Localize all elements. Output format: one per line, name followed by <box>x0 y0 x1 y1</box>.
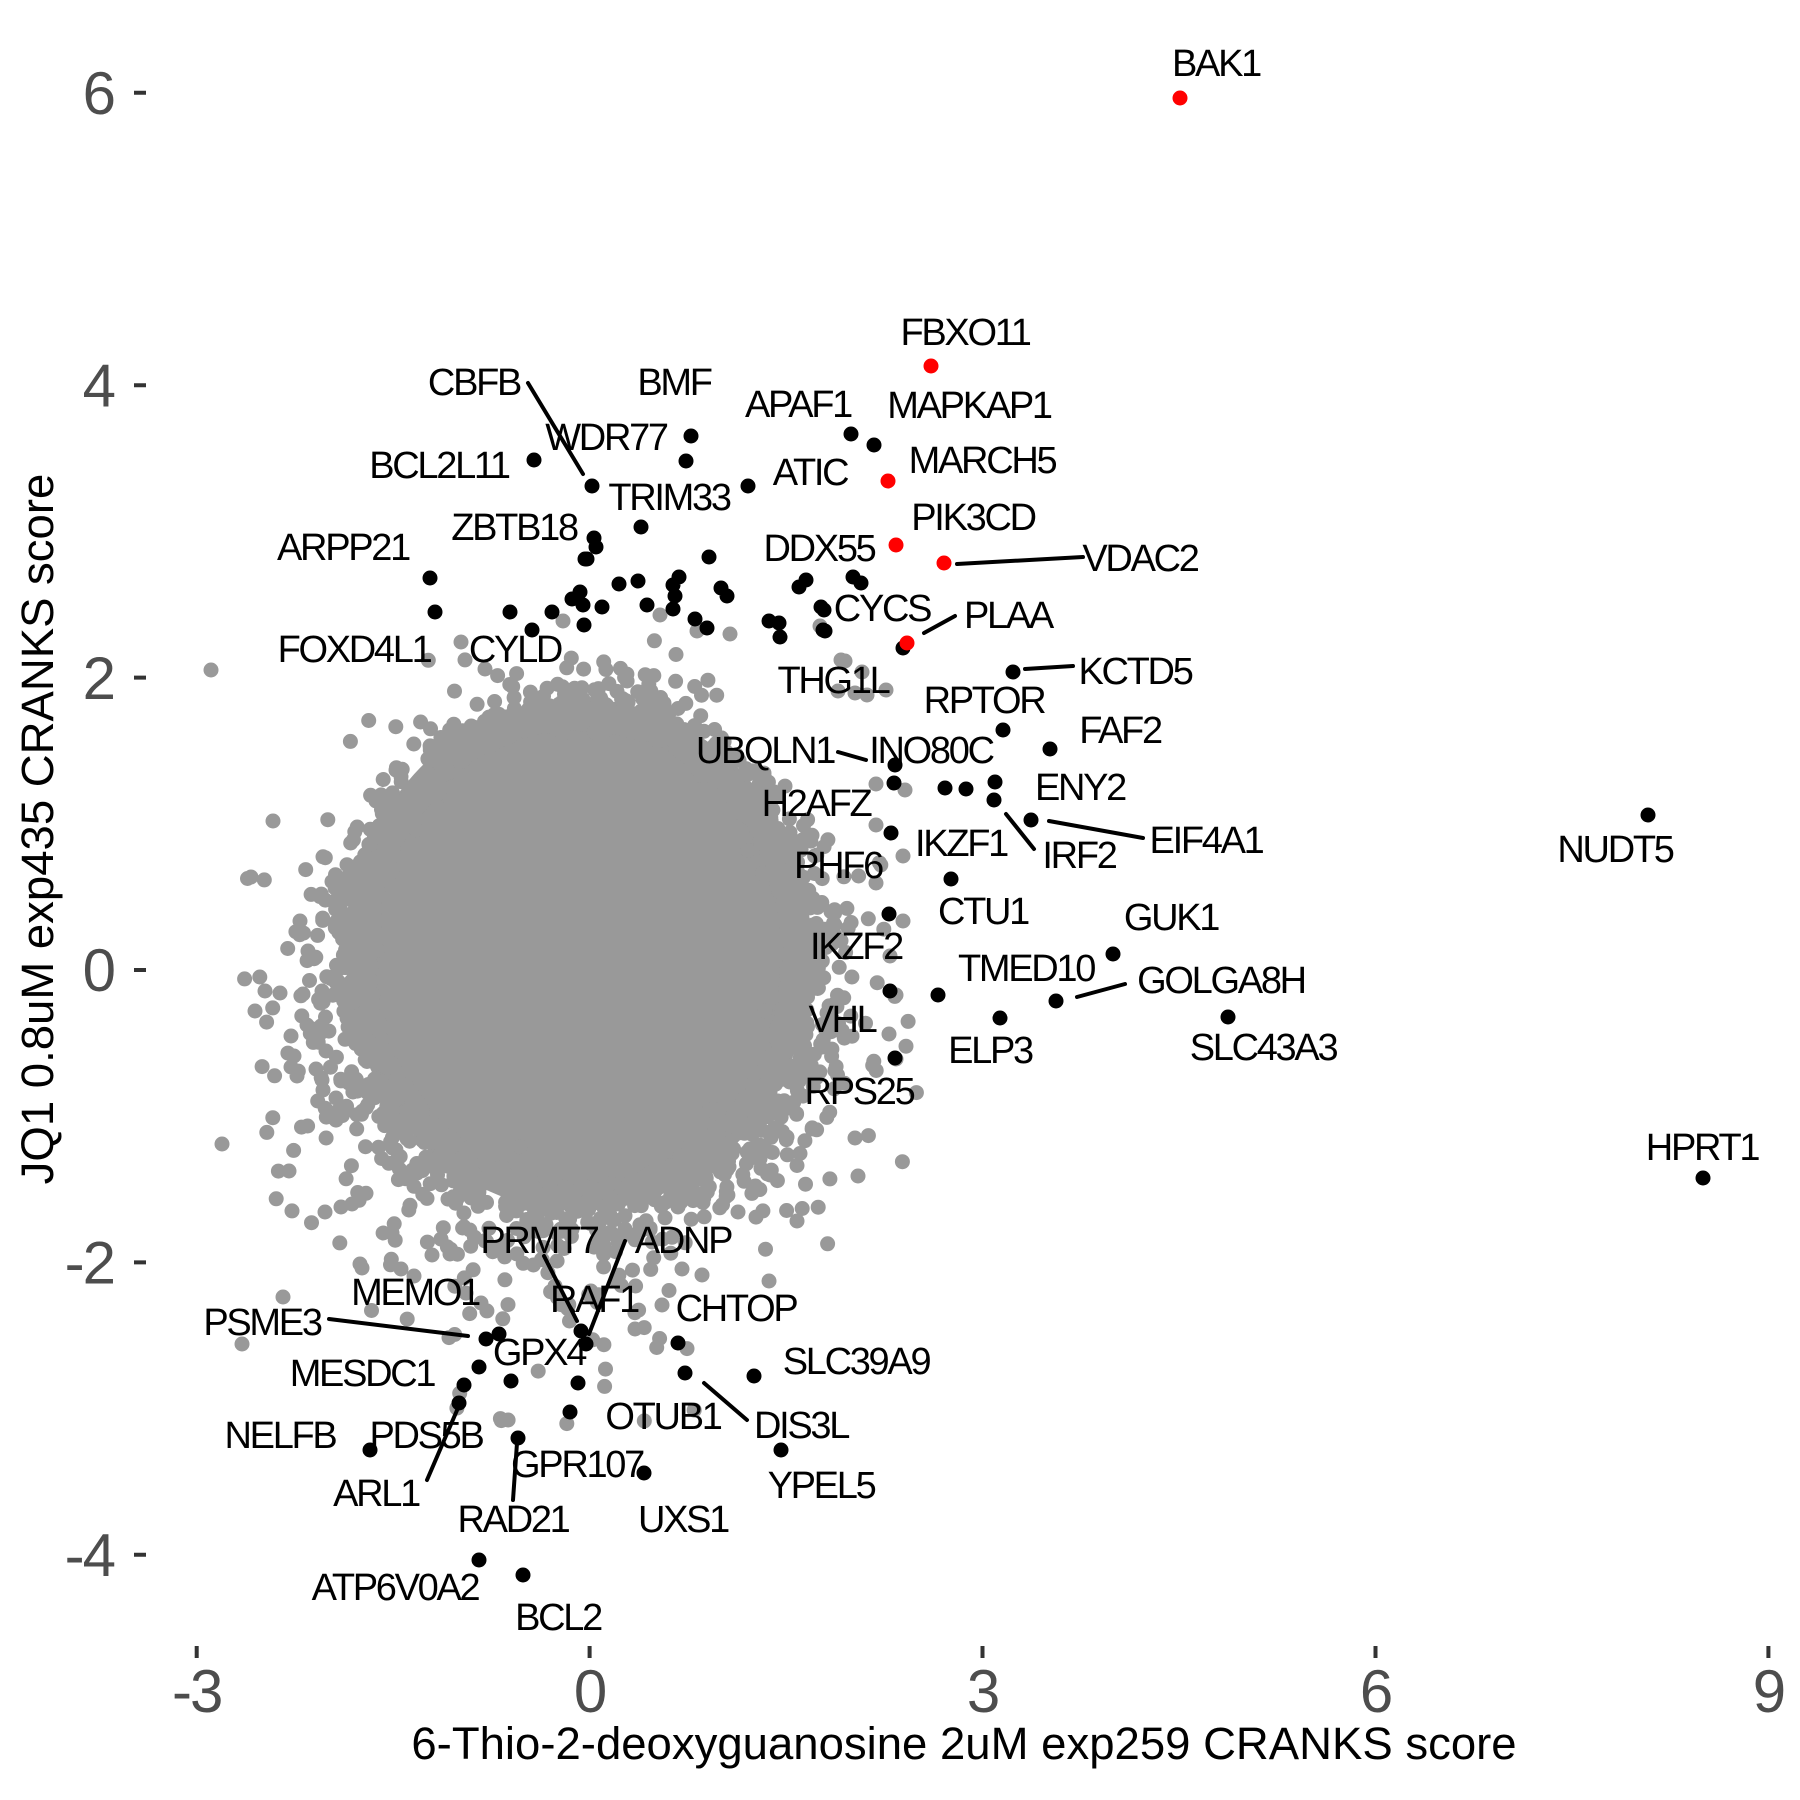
svg-text:0: 0 <box>83 937 115 1004</box>
svg-text:CYLD: CYLD <box>469 629 562 671</box>
svg-text:NUDT5: NUDT5 <box>1557 829 1673 871</box>
svg-text:-2: -2 <box>65 1230 114 1297</box>
svg-text:FBXO11: FBXO11 <box>900 312 1030 354</box>
svg-text:PLAA: PLAA <box>964 595 1055 637</box>
svg-text:CYCS: CYCS <box>834 588 931 630</box>
svg-text:UXS1: UXS1 <box>638 1499 729 1541</box>
svg-text:GPR107: GPR107 <box>511 1444 644 1486</box>
svg-text:IRF2: IRF2 <box>1042 835 1116 877</box>
svg-text:6-Thio-2-deoxyguanosine 2uM ex: 6-Thio-2-deoxyguanosine 2uM exp259 CRANK… <box>411 1718 1516 1769</box>
svg-text:3: 3 <box>967 1658 998 1725</box>
svg-text:ELP3: ELP3 <box>948 1030 1033 1072</box>
svg-text:MARCH5: MARCH5 <box>909 440 1057 482</box>
svg-text:PDS5B: PDS5B <box>369 1415 483 1457</box>
svg-text:FOXD4L1: FOXD4L1 <box>278 629 432 671</box>
svg-text:4: 4 <box>83 352 115 419</box>
svg-text:JQ1 0.8uM exp435 CRANKS score: JQ1 0.8uM exp435 CRANKS score <box>12 474 63 1185</box>
svg-text:TMED10: TMED10 <box>958 948 1095 990</box>
svg-text:VHL: VHL <box>808 999 876 1041</box>
svg-text:APAF1: APAF1 <box>745 384 852 426</box>
svg-text:PHF6: PHF6 <box>794 845 883 887</box>
svg-text:IKZF1: IKZF1 <box>915 823 1008 865</box>
svg-text:ARL1: ARL1 <box>333 1473 420 1515</box>
svg-text:PIK3CD: PIK3CD <box>911 497 1035 539</box>
svg-text:EIF4A1: EIF4A1 <box>1150 820 1264 862</box>
svg-text:ZBTB18: ZBTB18 <box>451 507 578 549</box>
svg-text:DDX55: DDX55 <box>764 528 876 570</box>
svg-text:OTUB1: OTUB1 <box>605 1396 721 1438</box>
svg-text:THG1L: THG1L <box>778 660 890 702</box>
svg-text:ENY2: ENY2 <box>1035 767 1126 809</box>
svg-text:HPRT1: HPRT1 <box>1646 1127 1760 1169</box>
svg-text:ADNP: ADNP <box>635 1220 732 1262</box>
svg-text:RAD21: RAD21 <box>458 1499 570 1541</box>
svg-text:CTU1: CTU1 <box>938 891 1029 933</box>
svg-text:WDR77: WDR77 <box>545 417 668 459</box>
svg-text:GOLGA8H: GOLGA8H <box>1137 960 1305 1002</box>
svg-text:BCL2L11: BCL2L11 <box>369 445 510 487</box>
svg-text:FAF2: FAF2 <box>1079 710 1162 752</box>
svg-text:H2AFZ: H2AFZ <box>762 783 873 825</box>
svg-text:BAK1: BAK1 <box>1172 43 1261 85</box>
svg-text:PSME3: PSME3 <box>203 1302 321 1344</box>
svg-text:MEMO1: MEMO1 <box>351 1272 480 1314</box>
svg-text:CBFB: CBFB <box>428 362 521 404</box>
svg-text:ATP6V0A2: ATP6V0A2 <box>312 1567 480 1609</box>
svg-text:0: 0 <box>574 1658 606 1725</box>
svg-text:-4: -4 <box>65 1522 115 1589</box>
svg-text:VDAC2: VDAC2 <box>1082 538 1198 580</box>
svg-text:GUK1: GUK1 <box>1124 897 1219 939</box>
svg-text:KCTD5: KCTD5 <box>1078 651 1192 693</box>
svg-text:YPEL5: YPEL5 <box>768 1465 876 1507</box>
svg-text:MAPKAP1: MAPKAP1 <box>887 385 1052 427</box>
svg-text:2: 2 <box>83 645 114 712</box>
svg-text:UBQLN1: UBQLN1 <box>696 730 835 772</box>
svg-text:BMF: BMF <box>637 362 711 404</box>
svg-text:ATIC: ATIC <box>773 452 848 494</box>
svg-text:CHTOP: CHTOP <box>676 1288 798 1330</box>
svg-text:6: 6 <box>83 60 114 127</box>
svg-text:SLC39A9: SLC39A9 <box>783 1341 931 1383</box>
svg-text:RAF1: RAF1 <box>550 1279 639 1321</box>
svg-text:GPX4: GPX4 <box>493 1332 587 1374</box>
svg-text:RPS25: RPS25 <box>805 1071 915 1113</box>
svg-text:DIS3L: DIS3L <box>754 1405 849 1447</box>
svg-text:NELFB: NELFB <box>225 1415 337 1457</box>
svg-text:SLC43A3: SLC43A3 <box>1190 1027 1338 1069</box>
svg-text:IKZF2: IKZF2 <box>810 926 903 968</box>
svg-text:-3: -3 <box>172 1658 221 1725</box>
svg-text:MESDC1: MESDC1 <box>290 1353 436 1395</box>
svg-text:9: 9 <box>1753 1658 1784 1725</box>
svg-text:ARPP21: ARPP21 <box>277 527 410 569</box>
svg-text:6: 6 <box>1360 1658 1391 1725</box>
svg-text:RPTOR: RPTOR <box>924 680 1046 722</box>
svg-text:BCL2: BCL2 <box>515 1597 602 1639</box>
svg-text:INO80C: INO80C <box>869 730 993 772</box>
svg-text:PRMT7: PRMT7 <box>480 1220 598 1262</box>
svg-text:TRIM33: TRIM33 <box>608 477 731 519</box>
